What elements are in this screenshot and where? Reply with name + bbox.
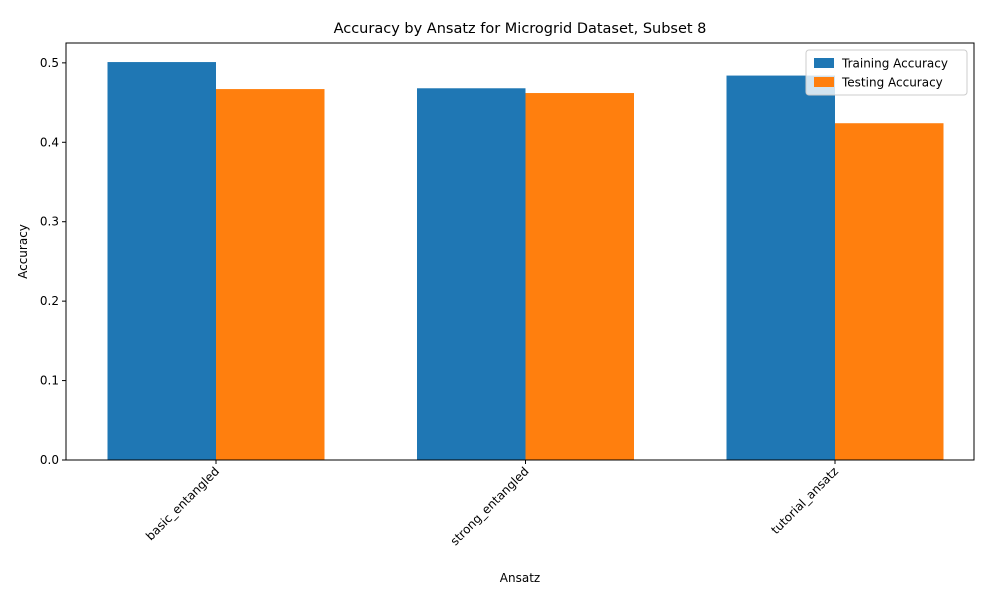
legend: Training Accuracy Testing Accuracy [805,49,968,96]
y-tick-label: 0.1 [40,374,59,388]
legend-label-testing: Testing Accuracy [841,76,943,90]
y-tick-label: 0.3 [40,215,59,229]
chart-title: Accuracy by Ansatz for Microgrid Dataset… [334,21,707,37]
bar-testing-strong_entangled [525,93,634,460]
legend-swatch-training [814,58,834,68]
y-tick-label: 0.0 [40,453,59,467]
legend-box [805,49,968,96]
bar-testing-basic_entangled [216,89,325,460]
legend-swatch-testing [814,77,834,87]
bar-training-strong_entangled [417,88,526,460]
bars-layer [107,62,944,461]
y-tick-label: 0.2 [40,294,59,308]
legend-label-training: Training Accuracy [841,57,948,71]
bar-testing-tutorial_ansatz [835,123,944,461]
bar-training-tutorial_ansatz [726,75,835,461]
y-axis-label: Accuracy [16,224,30,279]
bar-training-basic_entangled [107,62,216,460]
x-axis-label: Ansatz [500,571,540,585]
plot-frame [65,42,975,461]
y-tick-label: 0.5 [40,56,59,70]
y-tick-label: 0.4 [40,135,59,149]
